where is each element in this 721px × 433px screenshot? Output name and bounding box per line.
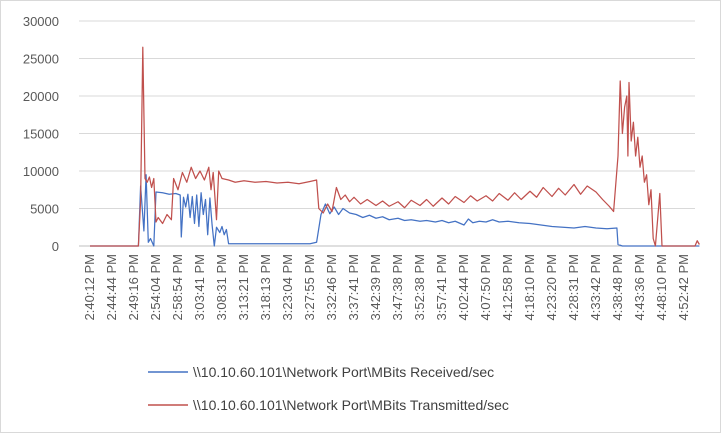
- legend-label-2: \\10.10.60.101\Network Port\MBits Transm…: [193, 397, 509, 413]
- x-tick-label: 3:18:13 PM: [258, 254, 273, 321]
- y-tick-label: 5000: [30, 202, 59, 217]
- x-tick-label: 3:47:38 PM: [390, 254, 405, 321]
- legend: \\10.10.60.101\Network Port\MBits Receiv…: [148, 364, 509, 413]
- x-tick-label: 4:48:10 PM: [654, 254, 669, 321]
- y-tick-label: 20000: [23, 89, 59, 104]
- x-tick-label: 4:38:48 PM: [610, 254, 625, 321]
- x-axis-ticks: 2:40:12 PM 2:44:44 PM 2:49:16 PM 2:54:04 PM…: [82, 254, 691, 321]
- x-tick-label: 3:13:21 PM: [236, 254, 251, 321]
- x-tick-label: 2:58:54 PM: [170, 254, 185, 321]
- y-tick-label: 30000: [23, 14, 59, 29]
- x-tick-label: 2:44:44 PM: [104, 254, 119, 321]
- y-tick-label: 15000: [23, 127, 59, 142]
- x-tick-label: 4:12:58 PM: [500, 254, 515, 321]
- x-tick-label: 3:42:39 PM: [368, 254, 383, 321]
- x-tick-label: 3:27:55 PM: [302, 254, 317, 321]
- x-tick-label: 3:23:04 PM: [280, 254, 295, 321]
- x-tick-label: 3:57:41 PM: [434, 254, 449, 321]
- series-lines: [90, 46, 700, 247]
- x-tick-label: 4:23:20 PM: [544, 254, 559, 321]
- x-tick-label: 3:32:46 PM: [324, 254, 339, 321]
- legend-label-1: \\10.10.60.101\Network Port\MBits Receiv…: [193, 364, 494, 380]
- x-tick-label: 2:49:16 PM: [126, 254, 141, 321]
- y-tick-label: 25000: [23, 52, 59, 67]
- gridlines: [79, 20, 695, 209]
- x-tick-label: 2:54:04 PM: [148, 254, 163, 321]
- y-tick-label: 0: [52, 239, 59, 254]
- x-tick-label: 4:43:36 PM: [632, 254, 647, 321]
- x-tick-label: 4:28:31 PM: [566, 254, 581, 321]
- x-tick-label: 3:52:38 PM: [412, 254, 427, 321]
- x-tick-label: 4:33:42 PM: [588, 254, 603, 321]
- x-tick-label: 2:40:12 PM: [82, 254, 97, 321]
- x-tick-label: 4:52:42 PM: [676, 254, 691, 321]
- x-tick-label: 4:02:44 PM: [456, 254, 471, 321]
- series-line-1: [90, 174, 700, 247]
- x-tick-label: 3:03:41 PM: [192, 254, 207, 321]
- x-tick-label: 3:37:41 PM: [346, 254, 361, 321]
- y-axis-ticks: 0 5000 10000 15000 20000 25000 30000: [23, 14, 59, 254]
- y-tick-label: 10000: [23, 164, 59, 179]
- x-tick-label: 3:08:31 PM: [214, 254, 229, 321]
- x-tick-label: 4:07:50 PM: [478, 254, 493, 321]
- series-line-2: [90, 46, 700, 247]
- x-tick-label: 4:18:10 PM: [522, 254, 537, 321]
